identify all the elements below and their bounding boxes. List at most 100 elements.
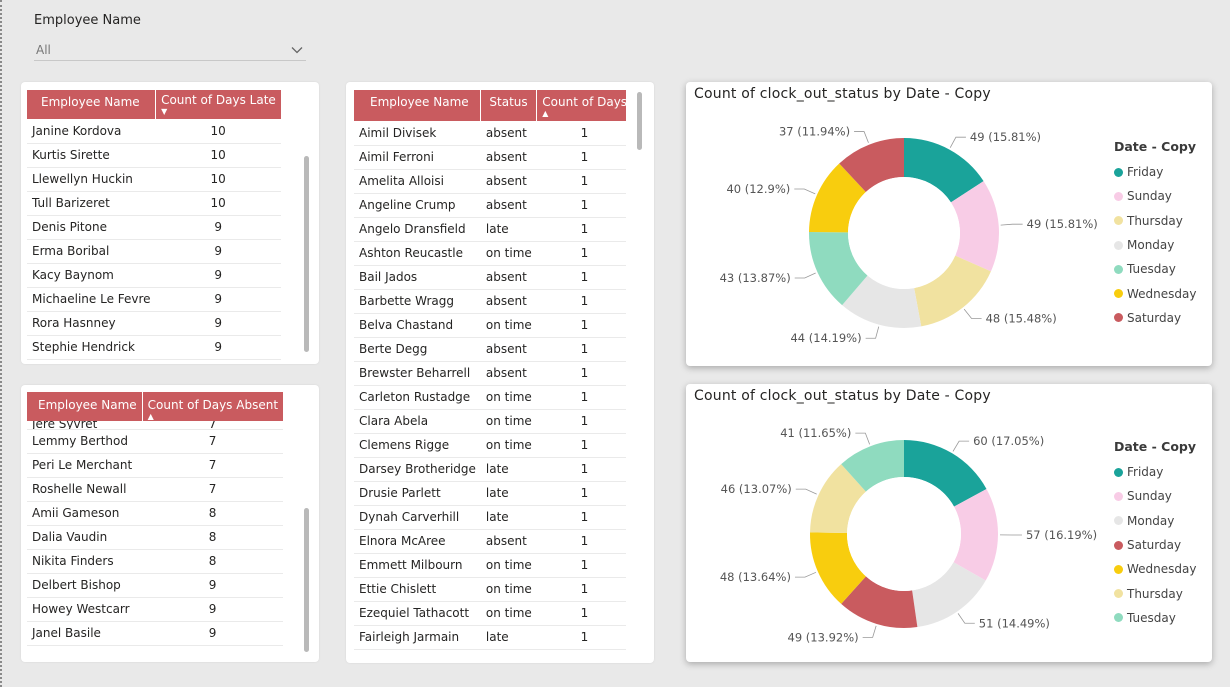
table-cell: 1 — [536, 457, 626, 482]
donut-slice-tuesday[interactable] — [809, 232, 868, 306]
table-row[interactable]: Ezequiel Tathacott on time 1 — [354, 601, 626, 626]
donut-slice-friday[interactable] — [904, 138, 984, 203]
employee-name-slicer[interactable]: Employee Name All — [34, 11, 306, 61]
table-row[interactable]: Kurtis Sirette 10 — [27, 143, 281, 168]
legend-item-wednesday[interactable]: Wednesday — [1114, 557, 1196, 581]
table-row[interactable]: Amii Gameson 8 — [27, 501, 284, 526]
legend-item-thursday[interactable]: Thursday — [1114, 581, 1196, 605]
table-row[interactable]: Llewellyn Huckin 10 — [27, 167, 281, 192]
table-row[interactable]: Fairleigh Jarmain late 1 — [354, 625, 626, 650]
donut-hole — [848, 177, 960, 289]
data-label: 48 (13.64%) — [720, 570, 791, 584]
table-row[interactable]: Angelo Dransfield late 1 — [354, 217, 626, 242]
table-row[interactable]: Howey Westcarr 9 — [27, 597, 284, 622]
legend-dot-icon — [1114, 216, 1123, 226]
table-row[interactable]: Rora Hasnney 9 — [27, 311, 281, 336]
table-cell: 1 — [536, 241, 626, 266]
donut-slice-thursday[interactable] — [914, 255, 991, 327]
late-table-scrollbar[interactable] — [304, 156, 309, 352]
legend-item-saturday[interactable]: Saturday — [1114, 533, 1196, 557]
donut-slice-wednesday[interactable] — [809, 163, 866, 233]
col-employee-name[interactable]: Employee Name — [354, 90, 481, 121]
col-employee-name[interactable]: Employee Name — [27, 90, 156, 119]
legend-item-sunday[interactable]: Sunday — [1114, 184, 1196, 208]
donut-slice-friday[interactable] — [904, 440, 987, 507]
table-row[interactable]: Bail Jados absent 1 — [354, 265, 626, 290]
donut-slice-sunday[interactable] — [950, 181, 999, 272]
table-row[interactable]: Brewster Beharrell absent 1 — [354, 361, 626, 386]
legend-item-monday[interactable]: Monday — [1114, 233, 1196, 257]
table-row[interactable]: Kacy Baynom 9 — [27, 263, 281, 288]
col-employee-name[interactable]: Employee Name — [27, 392, 143, 421]
table-row[interactable]: Dalia Vaudin 8 — [27, 525, 284, 550]
table-cell: on time — [480, 409, 537, 434]
table-row[interactable]: Berte Degg absent 1 — [354, 337, 626, 362]
legend-item-friday[interactable]: Friday — [1114, 460, 1196, 484]
table-row[interactable]: Elnora McAree absent 1 — [354, 529, 626, 554]
table-row[interactable]: Denis Pitone 9 — [27, 215, 281, 240]
legend-item-wednesday[interactable]: Wednesday — [1114, 281, 1196, 305]
legend-item-saturday[interactable]: Saturday — [1114, 306, 1196, 330]
table-row[interactable]: Roshelle Newall 7 — [27, 477, 284, 502]
table-row[interactable]: Clara Abela on time 1 — [354, 409, 626, 434]
donut-slice-monday[interactable] — [912, 562, 986, 628]
donut-slice-wednesday[interactable] — [810, 532, 866, 604]
legend-item-thursday[interactable]: Thursday — [1114, 209, 1196, 233]
table-row[interactable]: Darsey Brotheridge late 1 — [354, 457, 626, 482]
slicer-dropdown[interactable]: All — [34, 39, 306, 61]
table-row[interactable]: Aimil Ferroni absent 1 — [354, 145, 626, 170]
col-count-of-days[interactable]: Count of Days ▲ — [536, 90, 626, 121]
donut-slice-tuesday[interactable] — [841, 440, 904, 492]
table-row[interactable]: Drusie Parlett late 1 — [354, 481, 626, 506]
slicer-value: All — [36, 42, 51, 57]
donut-slice-monday[interactable] — [842, 275, 922, 328]
table-cell: 1 — [536, 409, 626, 434]
donut-slice-saturday[interactable] — [841, 576, 918, 628]
col-count-days-absent[interactable]: Count of Days Absent ▲ — [141, 392, 284, 421]
table-row[interactable]: Nikita Finders 8 — [27, 549, 284, 574]
table-cell: Ezequiel Tathacott — [354, 601, 481, 626]
table-row[interactable]: Tull Barizeret 10 — [27, 191, 281, 216]
legend-item-friday[interactable]: Friday — [1114, 160, 1196, 184]
absent-table-scrollbar[interactable] — [304, 508, 309, 652]
legend-item-tuesday[interactable]: Tuesday — [1114, 606, 1196, 630]
donut-slice-thursday[interactable] — [810, 464, 866, 533]
table-row[interactable]: Aimil Divisek absent 1 — [354, 121, 626, 146]
legend-item-monday[interactable]: Monday — [1114, 509, 1196, 533]
table-row[interactable]: Janine Kordova 10 — [27, 119, 281, 144]
table-row[interactable]: Ashton Reucastle on time 1 — [354, 241, 626, 266]
chevron-down-icon[interactable] — [290, 43, 304, 57]
legend-item-sunday[interactable]: Sunday — [1114, 484, 1196, 508]
table-row[interactable]: Jere Syvret 7 — [27, 421, 284, 430]
table-row[interactable]: Amelita Alloisi absent 1 — [354, 169, 626, 194]
table-row[interactable]: Delbert Bishop 9 — [27, 573, 284, 598]
table-row[interactable]: Dynah Carverhill late 1 — [354, 505, 626, 530]
table-cell: 1 — [536, 289, 626, 314]
table-row[interactable]: Ettie Chislett on time 1 — [354, 577, 626, 602]
col-status[interactable]: Status — [480, 90, 537, 121]
table-row[interactable]: Carleton Rustadge on time 1 — [354, 385, 626, 410]
donut-slice-sunday[interactable] — [953, 488, 998, 581]
table-row[interactable]: Peri Le Merchant 7 — [27, 453, 284, 478]
table-row[interactable]: Barbette Wragg absent 1 — [354, 289, 626, 314]
table-cell: Stephie Hendrick — [27, 335, 156, 360]
table-cell: on time — [480, 601, 537, 626]
table-cell: 9 — [155, 287, 281, 312]
col-count-days-late[interactable]: Count of Days Late ▼ — [155, 90, 281, 119]
table-row[interactable]: Belva Chastand on time 1 — [354, 313, 626, 338]
table-row[interactable]: Emmett Milbourn on time 1 — [354, 553, 626, 578]
table-row[interactable]: Lemmy Berthod 7 — [27, 429, 284, 454]
legend-title: Date - Copy — [1114, 139, 1197, 154]
status-table-scrollbar[interactable] — [637, 92, 642, 150]
table-row[interactable]: Michaeline Le Fevre 9 — [27, 287, 281, 312]
table-row[interactable]: Erma Boribal 9 — [27, 239, 281, 264]
table-row[interactable]: Janel Basile 9 — [27, 621, 284, 646]
table-row[interactable]: Angeline Crump absent 1 — [354, 193, 626, 218]
donut-slice-saturday[interactable] — [839, 138, 904, 193]
label-leader-line — [794, 272, 816, 279]
table-row[interactable]: Clemens Rigge on time 1 — [354, 433, 626, 458]
legend-item-tuesday[interactable]: Tuesday — [1114, 257, 1196, 281]
table-row[interactable]: Stephie Hendrick 9 — [27, 335, 281, 360]
table-cell: Delbert Bishop — [27, 573, 143, 598]
table-cell: absent — [480, 121, 537, 146]
